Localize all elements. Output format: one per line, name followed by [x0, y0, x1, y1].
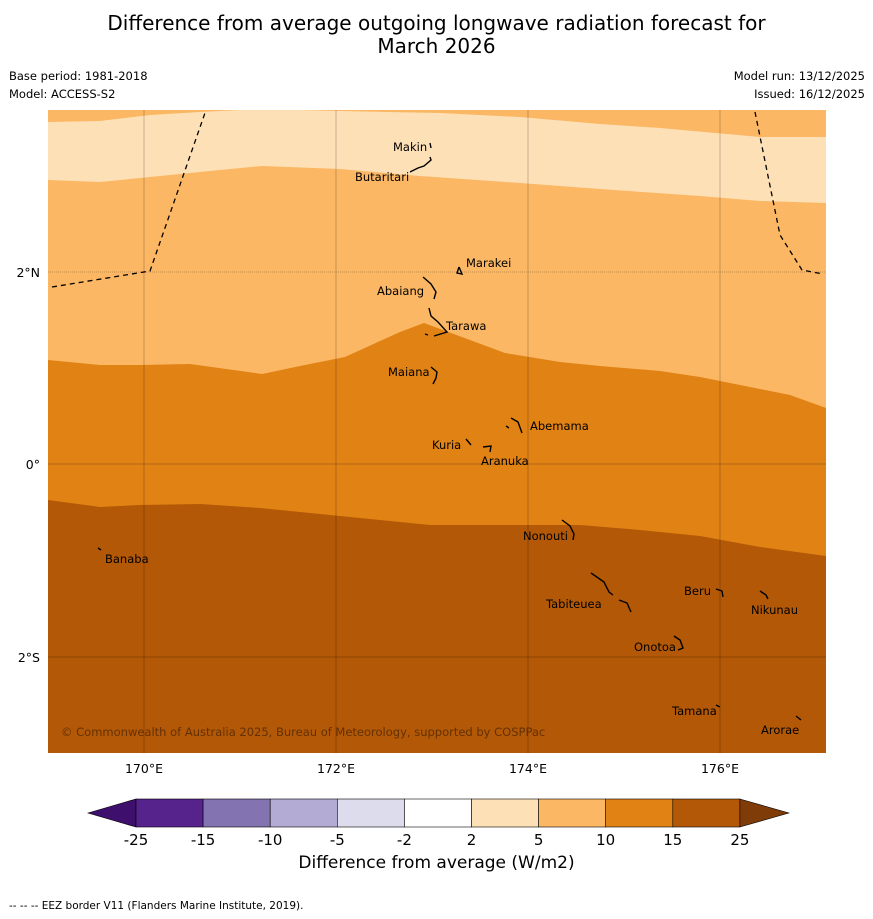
island-beru-shape [715, 588, 724, 598]
colorbar-tick-label: 2 [467, 831, 477, 849]
axis-labels: 170°E 172°E 174°E 176°E 2°N 0° 2°S [16, 265, 739, 776]
colorbar-tick-label: 15 [663, 831, 682, 849]
island-label-beru: Beru [684, 584, 711, 598]
island-outlines [97, 142, 802, 721]
lon-label-174e: 174°E [509, 761, 547, 776]
colorbar-segment [672, 798, 741, 828]
colorbar: -25 -15 -10 -5 -2 2 5 10 15 25 [86, 798, 790, 849]
island-labels: Makin Butaritari Marakei Abaiang Tarawa … [105, 140, 799, 737]
colorbar-segment [404, 798, 472, 828]
colorbar-tick-label: -5 [330, 831, 345, 849]
island-label-tabiteuea: Tabiteuea [545, 597, 602, 611]
island-maiana-shape [430, 366, 438, 385]
lon-label-176e: 176°E [701, 761, 739, 776]
island-label-nikunau: Nikunau [751, 603, 798, 617]
colorbar-segment [336, 798, 405, 828]
island-label-banaba: Banaba [105, 552, 149, 566]
island-tarawa-islet [424, 333, 429, 336]
model-name: Model: ACCESS-S2 [9, 87, 116, 101]
island-label-marakei: Marakei [466, 256, 511, 270]
colorbar-segment [269, 798, 338, 828]
island-tarawa-shape [428, 307, 449, 337]
lon-label-170e: 170°E [125, 761, 163, 776]
lon-label-172e: 172°E [317, 761, 355, 776]
island-arorae-shape [795, 715, 802, 721]
eez-footnote: -- -- -- EEZ border V11 (Flanders Marine… [9, 900, 304, 912]
colorbar-tick-label: -25 [124, 831, 149, 849]
lat-label-0: 0° [26, 457, 40, 472]
band-2-5 [48, 110, 826, 203]
colorbar-segment [135, 798, 204, 828]
island-label-abaiang: Abaiang [377, 284, 424, 298]
colorbar-segment [471, 798, 539, 828]
island-label-makin: Makin [393, 140, 427, 154]
colorbar-extend-low [86, 798, 137, 828]
island-kuria-shape [465, 438, 472, 446]
island-marakei-shape [456, 266, 464, 275]
anomaly-fields [48, 110, 826, 753]
model-run: Model run: 13/12/2025 [733, 69, 865, 83]
island-label-nonouti: Nonouti [523, 529, 568, 543]
base-period: Base period: 1981-2018 [9, 69, 148, 83]
colorbar-tick-label: 10 [596, 831, 615, 849]
colorbar-tick-label: 25 [730, 831, 749, 849]
colorbar-segment [538, 798, 606, 828]
colorbar-segment [605, 798, 674, 828]
island-nonouti-shape [561, 519, 575, 541]
issued-date: Issued: 16/12/2025 [754, 87, 865, 101]
chart-title: Difference from average outgoing longwav… [0, 12, 873, 58]
colorbar-segment [202, 798, 271, 828]
colorbar-tick-label: 5 [534, 831, 544, 849]
island-label-butaritari: Butaritari [355, 170, 409, 184]
colorbar-extend-high [739, 798, 790, 828]
island-label-maiana: Maiana [388, 365, 430, 379]
gridlines [48, 110, 826, 753]
island-abemama-islet [505, 425, 510, 429]
title-line-1: Difference from average outgoing longwav… [107, 11, 766, 35]
island-abemama-shape [510, 417, 523, 434]
meta-right: Model run: 13/12/2025 Issued: 16/12/2025 [734, 67, 865, 103]
island-makin-shape [429, 142, 432, 149]
colorbar-tick-label: -2 [397, 831, 412, 849]
island-label-tarawa: Tarawa [445, 319, 486, 333]
colorbar-tick-label: -15 [191, 831, 216, 849]
island-label-aranuka: Aranuka [481, 454, 529, 468]
island-onotoa-shape [673, 635, 684, 651]
island-label-kuria: Kuria [432, 438, 461, 452]
island-aranuka-shape [482, 445, 492, 453]
title-line-2: March 2026 [377, 34, 496, 58]
island-nikunau-shape [759, 590, 769, 600]
copyright-notice: © Commonwealth of Australia 2025, Bureau… [61, 725, 545, 739]
island-banaba-shape [97, 547, 102, 551]
meta-left: Base period: 1981-2018 Model: ACCESS-S2 [9, 67, 148, 103]
eez-border-east [754, 111, 824, 275]
colorbar-tick-label: -10 [258, 831, 283, 849]
eez-border-west [51, 109, 207, 288]
eez-borders [51, 109, 824, 288]
colorbar-label: Difference from average (W/m2) [298, 853, 575, 873]
lat-label-2s: 2°S [18, 650, 40, 665]
island-label-onotoa: Onotoa [634, 640, 676, 654]
lat-label-2n: 2°N [16, 265, 40, 280]
island-label-arorae: Arorae [761, 723, 799, 737]
island-butaritari-shape [409, 156, 432, 173]
island-tabiteuea-north [590, 572, 614, 596]
island-abaiang-shape [422, 276, 437, 300]
island-label-abemama: Abemama [530, 419, 589, 433]
island-tabiteuea-south [618, 599, 632, 613]
island-label-tamana: Tamana [671, 704, 717, 718]
island-tamana-shape [715, 704, 721, 708]
